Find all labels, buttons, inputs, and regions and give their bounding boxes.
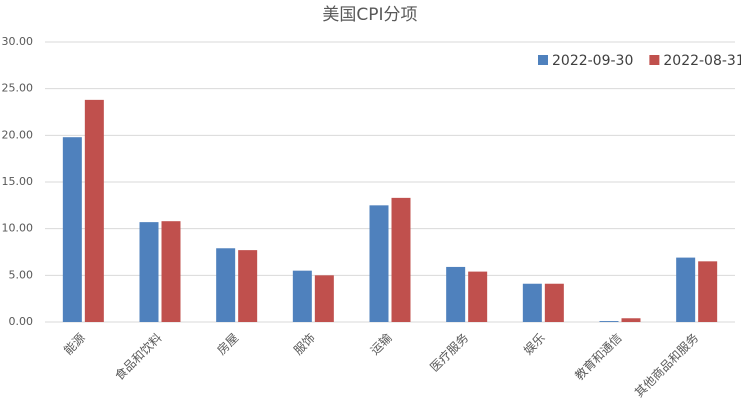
x-tick-label: 其他商品和服务: [631, 330, 701, 400]
bar: [238, 250, 258, 322]
y-tick-label: 10.00: [2, 222, 34, 235]
bar: [544, 283, 564, 322]
bar: [369, 205, 389, 322]
bar: [599, 321, 619, 322]
bar: [468, 271, 488, 322]
x-tick-label: 房屋: [214, 330, 242, 358]
bar: [292, 270, 312, 322]
x-tick-label: 娱乐: [521, 331, 548, 358]
y-tick-label: 30.00: [2, 35, 34, 48]
bar: [698, 261, 718, 322]
bar: [522, 283, 542, 322]
legend-label: 2022-08-31: [663, 53, 741, 69]
chart-title: 美国CPI分项: [322, 5, 417, 25]
bar: [446, 266, 466, 322]
bar: [216, 248, 236, 322]
x-tick-label: 运输: [367, 330, 395, 358]
bar: [62, 137, 82, 322]
legend-swatch: [649, 55, 660, 65]
x-tick-label: 医疗服务: [427, 330, 472, 375]
y-tick-label: 5.00: [9, 268, 34, 281]
bar: [314, 275, 334, 322]
bar: [139, 222, 159, 322]
bar: [621, 318, 641, 322]
x-tick-label: 食品和饮料: [112, 330, 165, 383]
y-tick-label: 0.00: [9, 315, 34, 328]
y-tick-label: 15.00: [2, 175, 34, 188]
bar: [161, 221, 181, 322]
x-tick-label: 能源: [61, 331, 88, 358]
x-tick-label: 服饰: [291, 331, 318, 358]
y-tick-label: 25.00: [2, 82, 34, 95]
bar: [84, 99, 104, 322]
x-tick-label: 教育和通信: [572, 330, 625, 383]
bar: [391, 197, 411, 322]
y-tick-label: 20.00: [2, 128, 34, 141]
legend-label: 2022-09-30: [552, 53, 633, 69]
bar: [676, 257, 696, 322]
legend-swatch: [538, 55, 548, 65]
